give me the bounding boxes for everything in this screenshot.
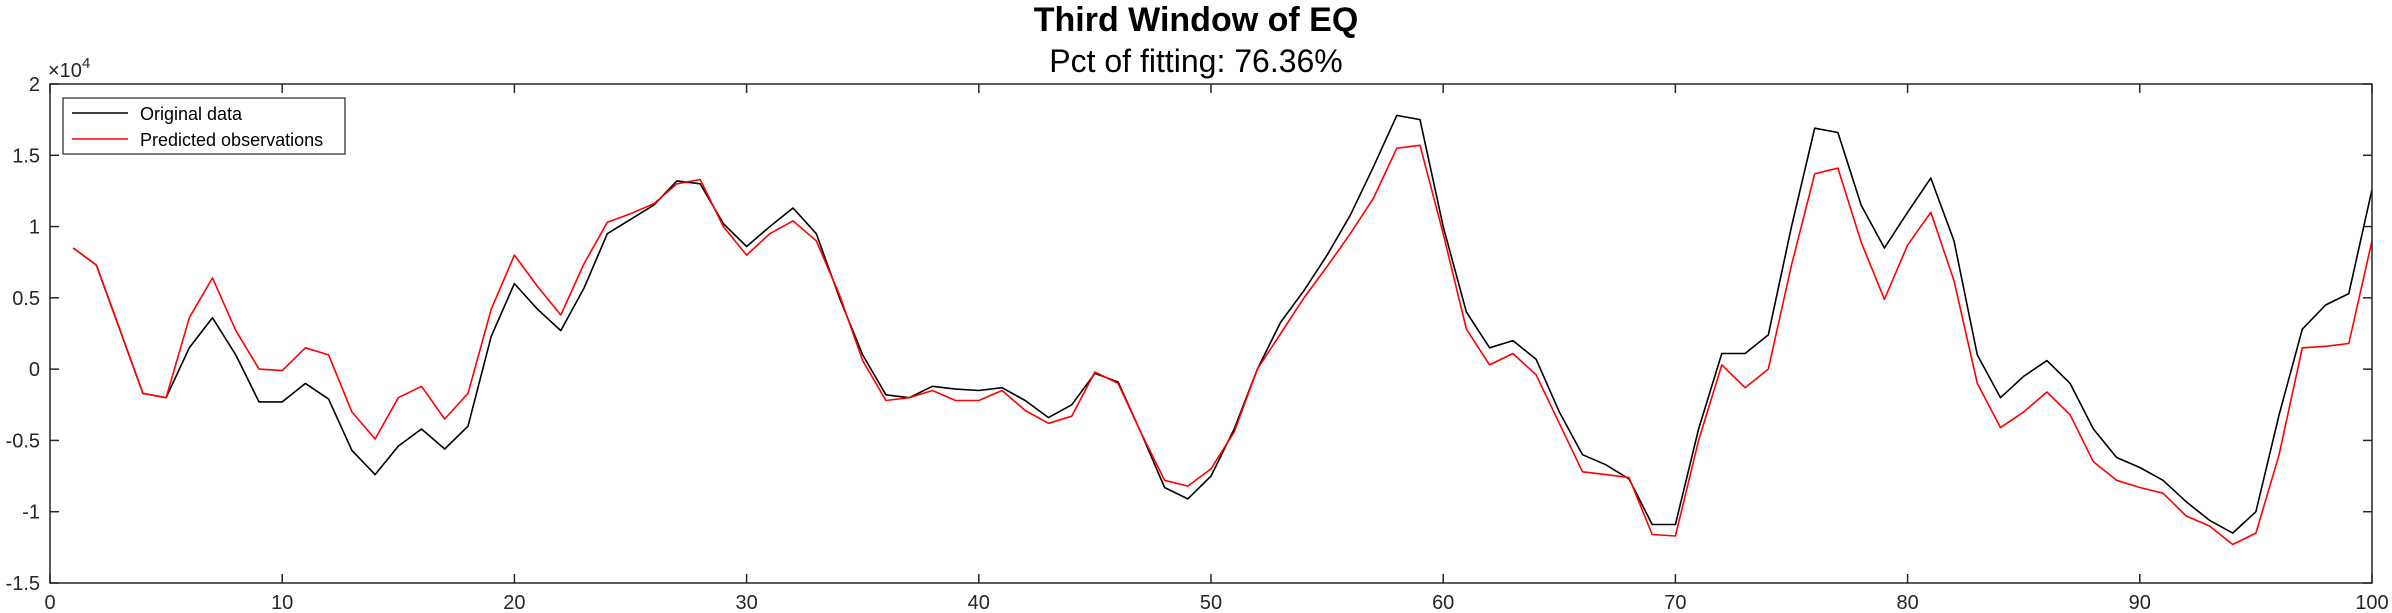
x-tick-label: 20 xyxy=(503,592,525,613)
y-exponent-power: 4 xyxy=(82,55,90,72)
chart-title: Third Window of EQ xyxy=(1033,1,1359,39)
x-tick-label: 50 xyxy=(1200,592,1222,613)
x-tick-label: 60 xyxy=(1432,592,1454,613)
y-tick-label: 1 xyxy=(29,217,40,239)
x-tick-label: 100 xyxy=(2355,592,2388,613)
y-tick-label: 0 xyxy=(29,359,40,381)
y-tick-label: -1 xyxy=(22,502,40,524)
y-exponent-label: ×104 xyxy=(48,55,90,82)
x-tick-label: 10 xyxy=(271,592,293,613)
plot-frame xyxy=(49,83,2373,584)
y-tick-label: 0.5 xyxy=(12,288,40,310)
legend-box xyxy=(62,97,346,155)
series-line-original-data xyxy=(72,114,2373,534)
y-tick-label: 2 xyxy=(29,74,40,96)
axis-layer: 0 10 20 30 40 50 60 70 80 90 100 -1.5 -1 -0.5 0 0.5 1 1.5… xyxy=(6,74,2389,613)
x-tick-label: 30 xyxy=(735,592,757,613)
y-tick-label: -0.5 xyxy=(6,430,40,452)
legend-label-original: Original data xyxy=(140,104,243,124)
plot-area xyxy=(50,84,2372,583)
series-layer xyxy=(72,114,2373,546)
x-tick-label: 80 xyxy=(1896,592,1918,613)
y-tick-label: 1.5 xyxy=(12,145,40,167)
x-tick-label: 90 xyxy=(2129,592,2151,613)
x-tick-label: 0 xyxy=(44,592,55,613)
y-exponent-base: ×10 xyxy=(48,60,82,82)
chart-subtitle: Pct of fitting: 76.36% xyxy=(1049,43,1343,79)
y-tick-label: -1.5 xyxy=(6,573,40,595)
x-tick-label: 70 xyxy=(1664,592,1686,613)
legend-label-predicted: Predicted observations xyxy=(140,130,323,150)
x-tick-label: 40 xyxy=(968,592,990,613)
legend: Original data Predicted observations xyxy=(62,97,346,155)
series-line-predicted-observations xyxy=(72,144,2373,546)
